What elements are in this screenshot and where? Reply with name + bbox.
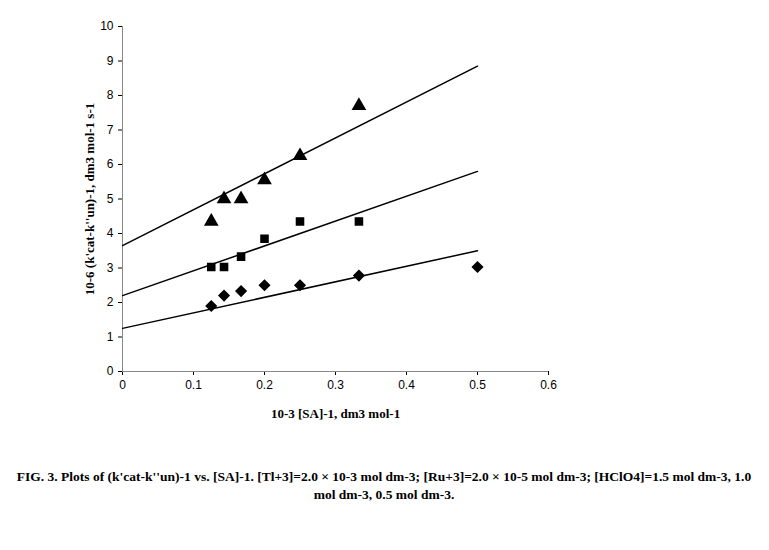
svg-text:10-3 [SA]-1, dm3 mol-1: 10-3 [SA]-1, dm3 mol-1 (271, 406, 400, 421)
svg-text:8: 8 (107, 88, 114, 102)
svg-text:10-6 (k'cat-k''un)-1, dm3 mol-: 10-6 (k'cat-k''un)-1, dm3 mol-1 s-1 (82, 103, 97, 295)
svg-text:0.4: 0.4 (398, 378, 415, 392)
svg-text:0: 0 (119, 378, 126, 392)
svg-text:6: 6 (107, 157, 114, 171)
svg-text:0.5: 0.5 (469, 378, 486, 392)
svg-text:0.2: 0.2 (256, 378, 273, 392)
svg-text:1: 1 (107, 330, 114, 344)
svg-text:10: 10 (100, 19, 114, 33)
svg-text:7: 7 (107, 123, 114, 137)
svg-text:0: 0 (107, 364, 114, 378)
svg-text:4: 4 (107, 226, 114, 240)
svg-text:5: 5 (107, 192, 114, 206)
svg-text:9: 9 (107, 54, 114, 68)
svg-text:0.1: 0.1 (185, 378, 202, 392)
svg-text:0.3: 0.3 (327, 378, 344, 392)
html-text:FIG. 3. Plots of (k'cat-k''un): FIG. 3. Plots of (k'cat-k''un)-1 vs. [SA… (16, 469, 752, 502)
svg-text:2: 2 (107, 295, 114, 309)
svg-text:3: 3 (107, 261, 114, 275)
svg-text:0.6: 0.6 (540, 378, 557, 392)
